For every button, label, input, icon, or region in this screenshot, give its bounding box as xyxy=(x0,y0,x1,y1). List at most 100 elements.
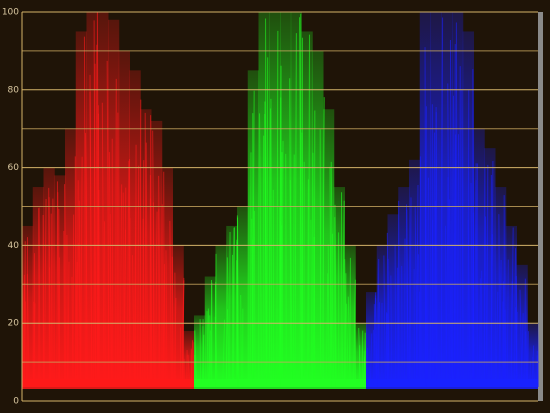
waveform-trace xyxy=(310,219,313,388)
waveform-trace xyxy=(25,301,27,388)
waveform-trace xyxy=(327,244,330,388)
waveform-trace xyxy=(510,227,514,388)
waveform-trace xyxy=(214,316,218,388)
waveform-trace xyxy=(123,229,127,388)
waveform-trace xyxy=(361,330,364,388)
waveform-trace xyxy=(519,289,523,388)
waveform-trace xyxy=(108,152,112,388)
waveform-trace xyxy=(253,210,256,388)
waveform-column xyxy=(312,50,324,388)
waveform-trace xyxy=(104,221,106,388)
waveform-trace xyxy=(307,179,309,388)
waveform-trace xyxy=(150,198,153,388)
waveform-trace xyxy=(119,184,123,388)
waveform-trace xyxy=(444,225,447,388)
waveform-trace xyxy=(490,234,493,388)
waveform-column xyxy=(54,175,66,387)
waveform-trace xyxy=(440,17,444,388)
waveform-trace xyxy=(341,200,345,388)
waveform-trace xyxy=(207,308,211,388)
waveform-trace xyxy=(226,257,230,388)
waveform-trace xyxy=(447,83,450,388)
y-tick-label: 20 xyxy=(8,319,20,329)
waveform-trace xyxy=(137,165,140,388)
waveform-trace xyxy=(403,238,406,388)
waveform-trace xyxy=(154,211,158,388)
waveform-trace xyxy=(169,220,172,388)
waveform-column xyxy=(65,128,77,387)
waveform-column xyxy=(355,323,367,387)
waveform-column xyxy=(226,225,238,387)
waveform-trace xyxy=(383,255,386,388)
waveform-trace xyxy=(475,180,478,388)
waveform-trace xyxy=(334,204,337,388)
waveform-trace xyxy=(449,39,453,388)
waveform-trace xyxy=(240,294,242,388)
waveform-trace xyxy=(433,132,435,388)
waveform-trace xyxy=(89,92,93,388)
waveform-trace xyxy=(38,207,41,388)
waveform-trace xyxy=(527,331,529,388)
waveform-trace xyxy=(265,18,267,388)
waveform-trace xyxy=(394,244,397,388)
waveform-column xyxy=(183,330,195,387)
black-level-band xyxy=(366,379,538,389)
waveform-trace xyxy=(426,177,429,388)
waveform-trace xyxy=(495,291,499,388)
waveform-trace xyxy=(162,279,165,388)
waveform-trace xyxy=(504,309,507,388)
waveform-trace xyxy=(152,130,156,388)
waveform-trace xyxy=(64,184,66,388)
waveform-column xyxy=(161,167,173,387)
waveform-trace xyxy=(50,213,53,388)
waveform-trace xyxy=(67,261,70,388)
waveform-trace xyxy=(22,282,25,388)
waveform-trace xyxy=(43,199,47,388)
waveform-trace xyxy=(289,78,292,388)
waveform-column xyxy=(301,31,313,387)
waveform-column xyxy=(194,315,206,387)
waveform-trace xyxy=(414,206,418,388)
waveform-trace xyxy=(56,192,59,388)
waveform-trace xyxy=(419,156,422,388)
waveform-trace xyxy=(377,302,380,388)
waveform-trace xyxy=(390,275,393,388)
waveform-trace xyxy=(63,231,66,388)
waveform-trace xyxy=(106,60,110,388)
waveform-column xyxy=(441,12,453,387)
waveform-trace xyxy=(346,303,349,388)
waveform-trace xyxy=(133,207,137,388)
waveform-trace xyxy=(435,112,438,388)
waveform-trace xyxy=(385,312,389,388)
waveform-trace xyxy=(281,225,284,388)
waveform-trace xyxy=(386,232,390,388)
waveform-trace xyxy=(259,113,263,388)
waveform-trace xyxy=(457,134,460,388)
waveform-trace xyxy=(144,112,147,388)
waveform-trace xyxy=(194,330,198,388)
waveform-trace xyxy=(308,34,310,388)
waveform-trace xyxy=(353,279,356,388)
waveform-trace xyxy=(270,98,273,388)
waveform-trace xyxy=(132,255,135,388)
waveform-column xyxy=(452,12,464,387)
waveform-trace xyxy=(78,200,82,388)
waveform-trace xyxy=(48,197,52,388)
black-level-band xyxy=(22,379,194,389)
y-tick-label: 40 xyxy=(8,241,20,251)
waveform-trace xyxy=(222,319,226,388)
waveform-trace xyxy=(279,152,283,388)
waveform-trace xyxy=(232,254,234,388)
waveform-trace xyxy=(524,278,526,388)
waveform-trace xyxy=(96,113,99,388)
waveform-trace xyxy=(299,17,302,388)
waveform-trace xyxy=(480,270,483,388)
waveform-trace xyxy=(83,36,86,388)
waveform-trace xyxy=(206,311,209,388)
waveform-trace xyxy=(94,44,98,388)
waveform-trace xyxy=(406,209,409,388)
waveform-trace xyxy=(525,331,528,388)
waveform-trace xyxy=(448,199,452,388)
waveform-trace xyxy=(373,329,375,388)
